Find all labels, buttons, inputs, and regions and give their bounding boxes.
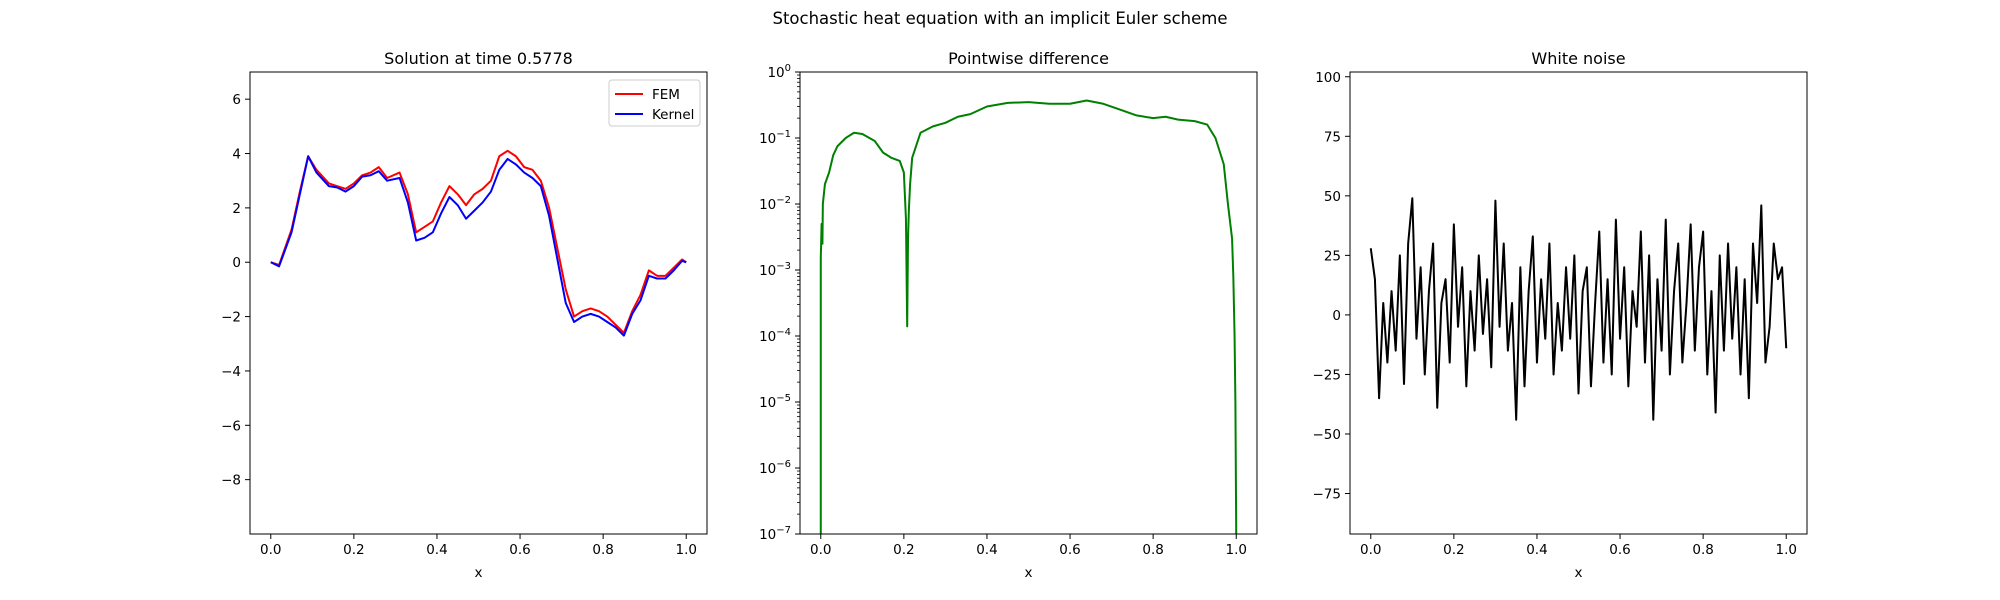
legend-fem-label: FEM (652, 87, 680, 103)
subplot-difference-ytick-label: 10−7 (759, 525, 791, 543)
subplot-white-noise-xtick-label: 0.8 (1692, 542, 1713, 558)
subplot-white-noise-ytick-label: 50 (1324, 189, 1341, 205)
subplot-white-noise-xtick-label: 0.4 (1526, 542, 1547, 558)
subplot-difference-xtick-label: 0.0 (810, 542, 831, 558)
subplot-solution-title: Solution at time 0.5778 (384, 49, 573, 68)
subplot-white-noise-xtick-label: 0.6 (1609, 542, 1630, 558)
subplot-solution-ytick-label: −8 (221, 473, 241, 489)
subplot-difference-xtick-label: 1.0 (1225, 542, 1246, 558)
subplot-white-noise-plot: 0.0 0.2 0.4 0.6 0.8 1.0 −75 −50 −25 0 25 50 75 100 (1313, 70, 1797, 558)
subplot-solution-ytick-label: −2 (221, 310, 241, 326)
subplot-solution-xtick-label: 0.8 (592, 542, 613, 558)
subplot-white-noise-ytick-label: −50 (1313, 427, 1342, 443)
subplot-difference-title: Pointwise difference (948, 49, 1109, 68)
subplot-solution-xtick-label: 0.6 (509, 542, 530, 558)
subplot-difference-ytick-label: 10−1 (759, 129, 791, 147)
subplot-white-noise-ytick-label: 75 (1324, 129, 1341, 145)
legend-kernel-label: Kernel (652, 107, 694, 123)
subplot-difference-ytick-label: 100 (767, 63, 791, 81)
subplot-solution-xlabel: x (475, 565, 483, 581)
subplot-difference-series-1-line (819, 99, 1238, 535)
subplot-white-noise-series-1-line (1369, 197, 1788, 421)
subplot-white-noise-title: White noise (1531, 49, 1625, 68)
subplot-white-noise-ytick-label: −25 (1313, 367, 1342, 383)
subplot-solution-axes-frame (249, 71, 708, 535)
subplot-solution-plot: 0.0 0.2 0.4 0.6 0.8 1.0 −8 −6 −4 −2 0 2 4 6 (221, 92, 697, 558)
subplot-difference: Pointwise difference 0.0 0.2 0.4 0.6 0.8 1.0 1… (759, 49, 1258, 581)
subplot-solution-ytick-label: 6 (232, 92, 241, 108)
subplot-white-noise-xtick-label: 0.2 (1443, 542, 1464, 558)
subplot-white-noise: White noise 0.0 0.2 0.4 0.6 0.8 1.0−75−50−250… (1313, 49, 1808, 581)
subplot-difference-axes-frame (799, 71, 1258, 535)
subplot-difference-plot: 0.0 0.2 0.4 0.6 0.8 1.0 10−7 10−6 10−5 10−4 10−3 10… (759, 63, 1247, 558)
subplot-solution: Solution at time 0.5778 0.0 0.2 0.4 0.6 0.8 1… (221, 49, 708, 581)
subplot-white-noise-ytick-label: −75 (1313, 487, 1342, 503)
subplot-difference-xtick-label: 0.8 (1142, 542, 1163, 558)
subplot-solution-ytick-label: 0 (232, 255, 241, 271)
subplot-solution-xtick-label: 1.0 (675, 542, 696, 558)
subplot-difference-xtick-label: 0.6 (1059, 542, 1080, 558)
subplot-difference-ytick-label: 10−6 (759, 459, 791, 477)
subplot-difference-xlabel: x (1025, 565, 1033, 581)
subplot-solution-series-kernel-line (270, 155, 687, 337)
subplot-white-noise-ytick-label: 25 (1324, 248, 1341, 264)
subplot-solution-series-fem-line (270, 149, 687, 334)
figure-suptitle: Stochastic heat equation with an implici… (772, 9, 1227, 28)
subplot-solution-xtick-label: 0.0 (260, 542, 281, 558)
subplot-solution-ytick-label: 2 (232, 201, 241, 217)
subplot-difference-xtick-label: 0.2 (893, 542, 914, 558)
subplot-white-noise-ytick-label: 100 (1315, 70, 1341, 86)
subplot-difference-xtick-label: 0.4 (976, 542, 997, 558)
subplot-white-noise-xtick-label: 1.0 (1775, 542, 1796, 558)
subplot-difference-ytick-label: 10−4 (759, 327, 791, 345)
subplot-solution-xtick-label: 0.4 (426, 542, 447, 558)
subplot-solution-xtick-label: 0.2 (343, 542, 364, 558)
subplot-solution-ytick-label: 4 (232, 147, 241, 163)
subplot-difference-ytick-label: 10−3 (759, 261, 791, 279)
subplot-solution-ytick-label: −4 (221, 364, 241, 380)
subplot-solution-legend: FEM Kernel (608, 79, 701, 127)
subplot-difference-ytick-label: 10−5 (759, 393, 791, 411)
subplot-white-noise-xtick-label: 0.0 (1360, 542, 1381, 558)
subplot-white-noise-ytick-label: 0 (1332, 308, 1341, 324)
subplot-difference-ytick-label: 10−2 (759, 195, 791, 213)
subplot-solution-ytick-label: −6 (221, 418, 241, 434)
subplot-white-noise-axes-frame (1349, 71, 1808, 535)
subplot-white-noise-xlabel: x (1575, 565, 1583, 581)
